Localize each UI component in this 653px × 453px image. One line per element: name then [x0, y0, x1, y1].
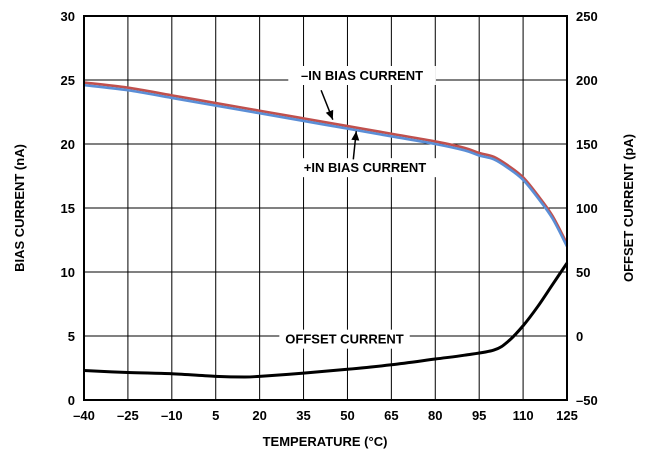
y2-tick-label: 100: [576, 201, 598, 216]
x-tick-label: 35: [296, 408, 310, 423]
x-tick-labels: –40 –25 –10 5 20 35 50 65 80 95 110 125: [73, 408, 578, 423]
x-tick-label: 50: [340, 408, 354, 423]
y-tick-label: 30: [61, 9, 75, 24]
y-tick-labels: 0 5 10 15 20 25 30: [61, 9, 75, 408]
x-tick-label: 110: [513, 408, 534, 423]
minus-in-bias-current-label: –IN BIAS CURRENT: [301, 68, 423, 83]
series-layer: [83, 81, 569, 379]
y2-tick-label: 0: [576, 329, 583, 344]
y-tick-label: 20: [61, 137, 75, 152]
minus-in-arrow-head: [325, 109, 334, 120]
plus-in-bias-current-label-bg: [291, 158, 439, 178]
minus-in-bias-current-label-bg: [288, 66, 436, 85]
y2-tick-label: 150: [576, 137, 598, 152]
y-tick-label: 5: [68, 329, 75, 344]
x-tick-label: 65: [384, 408, 398, 423]
y2-axis-title: OFFSET CURRENT (pA): [621, 134, 636, 282]
y2-tick-label: 50: [576, 265, 590, 280]
plus-in-arrow-head: [351, 131, 360, 141]
y2-tick-labels: –50 0 50 100 150 200 250: [576, 9, 598, 408]
y-tick-label: 25: [61, 73, 75, 88]
x-tick-label: 20: [252, 408, 266, 423]
y-axis-title: BIAS CURRENT (nA): [12, 144, 27, 272]
offset-current-label-bg: [279, 329, 410, 349]
x-tick-label: –10: [161, 408, 183, 423]
offset-current-label: OFFSET CURRENT: [285, 332, 404, 347]
y2-tick-label: 200: [576, 73, 598, 88]
minus-in-bias-current-line: [83, 81, 569, 245]
plus-in-bias-current-line: [83, 83, 569, 247]
x-tick-label: –25: [117, 408, 139, 423]
annotation-layer: –IN BIAS CURRENT +IN BIAS CURRENT OFFSET C…: [279, 66, 439, 349]
y-tick-label: 0: [68, 393, 75, 408]
plot-frame: [83, 15, 568, 401]
y-tick-label: 10: [61, 265, 75, 280]
y2-tick-label: –50: [576, 393, 598, 408]
x-tick-label: 80: [428, 408, 442, 423]
offset-current-line: [83, 262, 569, 379]
y-tick-label: 15: [61, 201, 75, 216]
x-tick-label: 5: [212, 408, 219, 423]
x-tick-label: 95: [472, 408, 486, 423]
x-tick-label: –40: [73, 408, 95, 423]
y2-tick-label: 250: [576, 9, 598, 24]
x-axis-title: TEMPERATURE (°C): [263, 434, 388, 449]
plus-in-bias-current-label: +IN BIAS CURRENT: [304, 160, 426, 175]
x-tick-label: 125: [556, 408, 578, 423]
